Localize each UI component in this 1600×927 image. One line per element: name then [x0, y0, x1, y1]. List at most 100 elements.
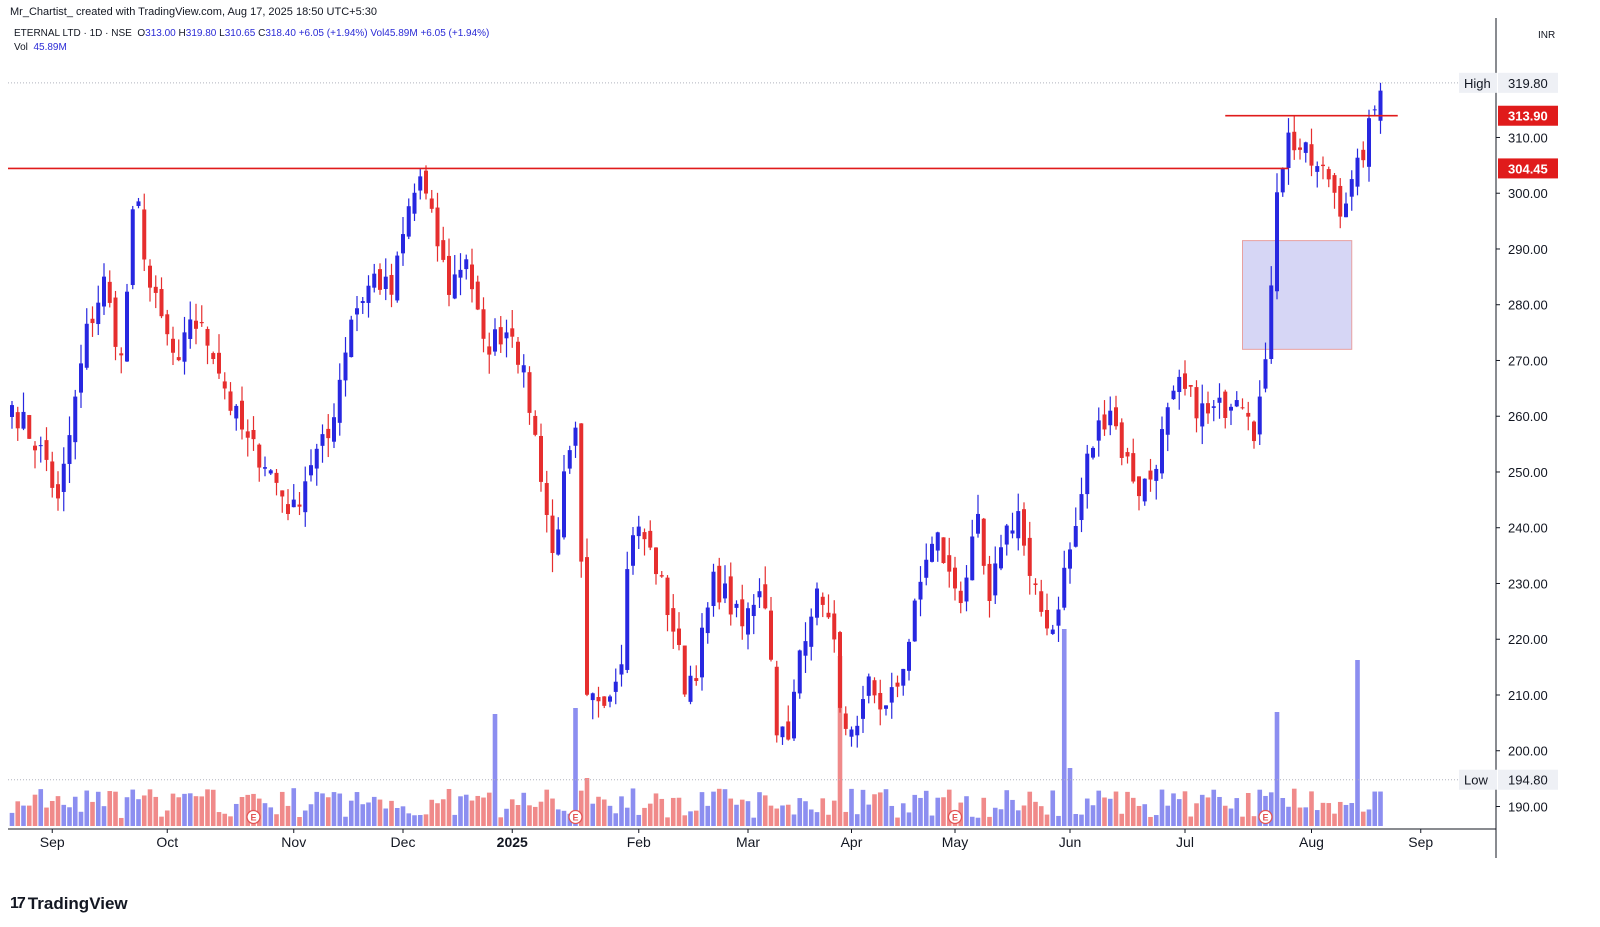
candle-body — [314, 448, 319, 469]
price-tag-313.90 — [1498, 105, 1558, 126]
tradingview-mark-icon: 17 — [10, 895, 26, 912]
volume-bar — [159, 816, 164, 826]
volume-bar — [469, 800, 475, 826]
volume-bar — [693, 810, 699, 826]
candle-body — [1022, 509, 1026, 546]
volume-bar — [923, 790, 929, 826]
volume-bar — [550, 798, 555, 826]
change-value: +6.05 (+1.94%) — [298, 28, 368, 39]
candle-body — [1263, 359, 1268, 389]
candle-body — [613, 681, 618, 692]
volume-bar — [895, 817, 900, 826]
candle-body — [740, 599, 745, 627]
candle-body — [1321, 164, 1325, 167]
volume-bar — [688, 811, 693, 826]
volume-bar — [417, 815, 423, 826]
candle-body — [1361, 149, 1366, 161]
price-tag-text: 313.90 — [1508, 109, 1548, 124]
volume-bar — [1136, 805, 1142, 826]
volume-bar — [716, 788, 722, 826]
volume-bar — [826, 814, 831, 826]
candle-body — [631, 535, 635, 566]
candle-body — [889, 687, 894, 703]
earnings-marker-icon[interactable]: E — [1258, 809, 1273, 825]
volume-bar — [642, 807, 647, 826]
x-tick-label: 2025 — [497, 834, 528, 850]
candle-body — [107, 281, 112, 303]
volume-bar — [808, 809, 814, 826]
candle-body — [539, 435, 543, 482]
volume-bar — [912, 794, 918, 826]
candle-body — [171, 338, 175, 353]
symbol-legend: ETERNAL LTD · 1D · NSE O313.00 H319.80 L… — [14, 28, 490, 39]
candle-body — [608, 696, 612, 702]
volume-bar — [1314, 810, 1320, 826]
low-value-label: 194.80 — [1508, 773, 1548, 788]
candle-body — [734, 603, 739, 608]
candle-body — [964, 577, 969, 602]
candle-body — [1326, 169, 1331, 180]
candle-body — [958, 590, 963, 604]
volume-label: Vol — [14, 42, 28, 53]
volume-bar — [1240, 816, 1245, 826]
candle-body — [96, 302, 101, 325]
volume-bar — [659, 798, 665, 826]
candle-body — [1355, 157, 1360, 187]
volume-bar — [877, 792, 883, 826]
volume-bar — [1061, 629, 1067, 826]
candle-body — [498, 327, 503, 345]
candle-body — [268, 470, 273, 474]
volume-bar — [1320, 802, 1326, 826]
candle-body — [1010, 530, 1015, 534]
candle-body — [1246, 412, 1251, 417]
candle-body — [573, 427, 578, 446]
candle-body — [1257, 396, 1262, 435]
volume-bar — [596, 796, 601, 826]
candle-body — [1091, 447, 1095, 458]
candle-body — [102, 276, 106, 307]
candle-body — [918, 581, 923, 600]
volume-bar — [854, 814, 860, 826]
earnings-marker-icon[interactable]: E — [246, 809, 261, 825]
candle-body — [763, 584, 768, 609]
demand-zone[interactable] — [1242, 240, 1353, 350]
volume-bar — [532, 806, 538, 826]
volume-bar — [872, 794, 877, 826]
volume-bar — [843, 811, 849, 826]
volume-bar — [1286, 806, 1291, 826]
candle-body — [343, 352, 348, 381]
candle-body — [970, 536, 975, 581]
volume-bar — [1303, 807, 1309, 826]
volume-bar — [256, 798, 262, 826]
y-tick-label: 230.00 — [1508, 576, 1548, 591]
y-tick-label: 250.00 — [1508, 465, 1548, 480]
candle-body — [1332, 175, 1337, 193]
volume-bar — [107, 791, 113, 826]
volume-bar — [262, 803, 268, 826]
volume-bars — [9, 629, 1383, 826]
candle-body — [746, 608, 750, 635]
candle-body — [544, 483, 549, 515]
volume-bar — [279, 791, 285, 826]
volume-bar — [1245, 792, 1251, 826]
candle-body — [792, 691, 796, 739]
candle-body — [79, 363, 83, 393]
candle-body — [15, 412, 20, 429]
earnings-marker-icon[interactable]: E — [947, 809, 963, 825]
volume-bar — [101, 806, 107, 826]
svg-text:E: E — [572, 813, 578, 823]
earnings-marker-icon[interactable]: E — [568, 809, 583, 825]
candle-body — [470, 264, 474, 290]
candle-body — [1165, 407, 1170, 435]
volume-bar — [791, 814, 797, 826]
candle-body — [84, 323, 89, 368]
candle-body — [1085, 453, 1090, 495]
candle-body — [999, 547, 1003, 569]
volume-bar — [124, 797, 130, 826]
volume-bar — [274, 814, 279, 826]
candle-body — [21, 411, 26, 429]
svg-text:E: E — [250, 813, 256, 823]
candle-body — [1303, 142, 1308, 153]
candle-body — [320, 434, 325, 446]
